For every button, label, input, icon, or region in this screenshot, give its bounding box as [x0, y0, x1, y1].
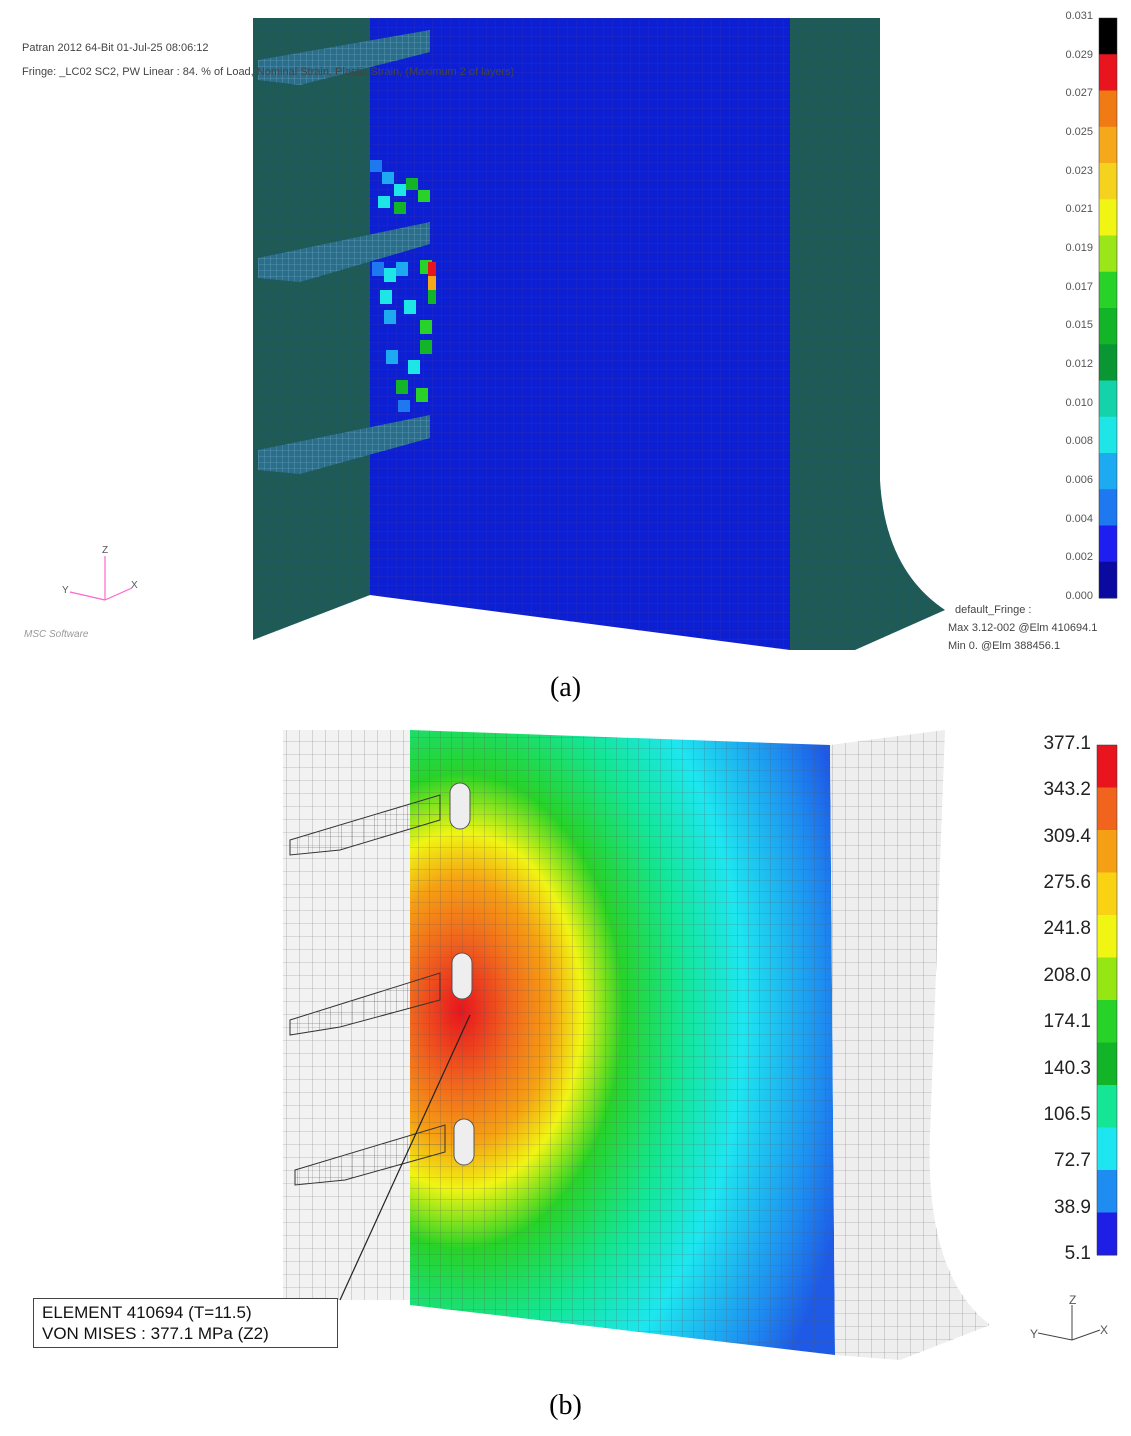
- legend-swatch: [1099, 271, 1117, 309]
- legend-swatch: [1097, 745, 1117, 788]
- software-logo: MSC Software: [24, 629, 89, 640]
- legend-tick-label: 275.6: [1043, 872, 1091, 894]
- legend-tick-label: 0.004: [1065, 512, 1093, 525]
- fe-mesh-plot-b: [283, 730, 1118, 1360]
- legend-tick-label: 0.008: [1065, 435, 1093, 448]
- legend-swatch: [1099, 54, 1117, 91]
- legend-tick-label: 0.027: [1065, 87, 1093, 100]
- legend-swatch: [1097, 787, 1117, 831]
- legend-tick-label: 72.7: [1054, 1150, 1091, 1172]
- legend-bar-b: [1096, 744, 1118, 1256]
- legend-swatch: [1097, 1212, 1117, 1256]
- legend-tick-label: 0.002: [1065, 551, 1093, 564]
- axis-y-label-b: Y: [1030, 1327, 1039, 1341]
- legend-swatch: [1099, 416, 1117, 454]
- legend-bar-a: [1098, 17, 1118, 599]
- cutout-1: [449, 782, 471, 830]
- fe-mesh-plot-a: [69, 17, 1118, 650]
- element-leader-line: [339, 1014, 471, 1301]
- legend-swatch: [1099, 199, 1117, 236]
- legend-tick-label: 208.0: [1043, 964, 1091, 986]
- legend-swatch: [1099, 380, 1117, 418]
- legend-swatch: [1099, 489, 1117, 526]
- legend-swatch: [1099, 90, 1117, 128]
- legend-tick-label: 0.023: [1065, 164, 1093, 177]
- legend-swatch: [1097, 830, 1117, 873]
- legend-tick-label: 5.1: [1064, 1243, 1091, 1264]
- element-id-line: ELEMENT 410694 (T=11.5): [42, 1303, 252, 1322]
- axis-y-label: Y: [62, 585, 69, 596]
- axis-triad-a: [69, 556, 133, 601]
- legend-tick-label: 174.1: [1043, 1011, 1091, 1033]
- legend-swatch: [1099, 18, 1117, 55]
- header-software-line: Patran 2012 64-Bit 01-Jul-25 08:06:12: [22, 42, 209, 54]
- caption-b: (b): [549, 1390, 582, 1421]
- axis-z-label: Z: [102, 545, 109, 556]
- axis-triad-b: [1037, 1305, 1101, 1341]
- legend-swatch: [1099, 126, 1117, 164]
- caption-a: (a): [549, 672, 582, 703]
- legend-tick-label: 0.012: [1065, 358, 1093, 370]
- fringe-title: default_Fringe :: [955, 604, 1032, 616]
- legend-swatch: [1099, 525, 1117, 563]
- legend-tick-label: 241.8: [1043, 918, 1091, 940]
- legend-tick-label: 0.029: [1065, 48, 1093, 61]
- element-info-box: ELEMENT 410694 (T=11.5) VON MISES : 377.…: [33, 1298, 338, 1348]
- legend-swatch: [1097, 915, 1117, 958]
- legend-tick-label: 0.010: [1065, 396, 1093, 409]
- legend-tick-label: 140.3: [1043, 1057, 1091, 1079]
- strain-hotspot-upper: [370, 160, 430, 214]
- axis-x-label: X: [131, 580, 138, 591]
- cutout-2: [451, 952, 473, 1000]
- legend-swatch: [1099, 453, 1117, 490]
- fringe-max: Max 3.12-002 @Elm 410694.1: [948, 622, 1098, 634]
- legend-swatch: [1099, 561, 1117, 599]
- legend-swatch: [1097, 1085, 1117, 1128]
- von-mises-line: VON MISES : 377.1 MPa (Z2): [42, 1324, 269, 1343]
- legend-swatch: [1099, 163, 1117, 200]
- legend-tick-label: 377.1: [1043, 733, 1091, 754]
- fringe-min: Min 0. @Elm 388456.1: [948, 640, 1061, 652]
- legend-swatch: [1097, 1170, 1117, 1213]
- legend-swatch: [1097, 1000, 1117, 1043]
- legend-tick-label: 0.021: [1065, 203, 1093, 216]
- legend-swatch: [1099, 344, 1117, 381]
- legend-tick-label: 0.017: [1065, 280, 1093, 293]
- legend-tick-label: 0.015: [1065, 319, 1093, 332]
- panel-a-plastic-strain: Patran 2012 64-Bit 01-Jul-25 08:06:12 Fr…: [0, 0, 1131, 660]
- legend-swatch: [1097, 1042, 1117, 1086]
- panel-b-von-mises: 377.1 343.2 309.4 275.6 241.8 208.0 174.1 140.3…: [0, 715, 1131, 1375]
- strain-hotspot-middle: [372, 260, 436, 412]
- legend-tick-label: 38.9: [1054, 1196, 1091, 1218]
- cutout-3: [453, 1118, 475, 1166]
- axis-x-label-b: X: [1100, 1323, 1109, 1337]
- legend-tick-label: 0.025: [1065, 126, 1093, 138]
- legend-swatch: [1097, 957, 1117, 1001]
- legend-swatch: [1099, 308, 1117, 345]
- legend-tick-label: 0.019: [1065, 242, 1093, 254]
- legend-swatch: [1097, 872, 1117, 916]
- legend-swatch: [1099, 235, 1117, 273]
- header-fringe-line: Fringe: _LC02 SC2, PW Linear : 84. % of …: [22, 66, 515, 78]
- legend-tick-label: 106.5: [1043, 1103, 1091, 1125]
- legend-tick-label: 343.2: [1043, 779, 1091, 801]
- legend-tick-label: 0.031: [1065, 10, 1093, 22]
- legend-tick-label: 0.006: [1065, 474, 1093, 486]
- legend-swatch: [1097, 1127, 1117, 1171]
- axis-z-label-b: Z: [1069, 1293, 1077, 1307]
- legend-tick-label: 309.4: [1043, 825, 1091, 847]
- legend-tick-label: 0.000: [1065, 590, 1093, 602]
